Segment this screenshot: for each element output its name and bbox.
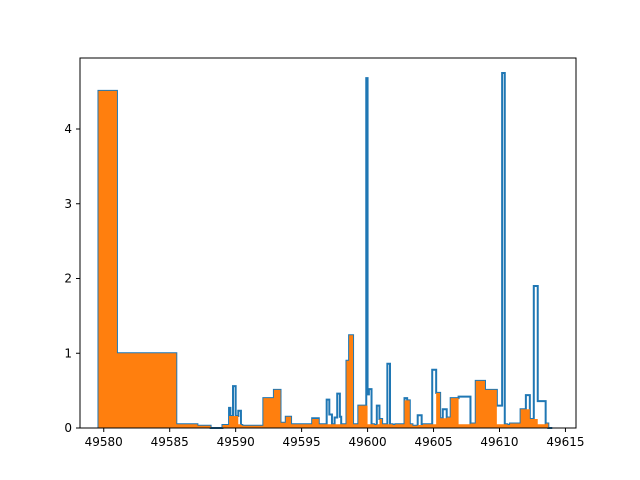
y-tick-label: 1: [64, 346, 72, 360]
x-tick-label: 49615: [546, 435, 584, 449]
y-tick-label: 4: [64, 122, 72, 136]
x-tick-label: 49605: [414, 435, 452, 449]
y-axis: 0 1 2 3 4: [64, 122, 80, 435]
x-axis: 49580 49585 49590 49595 49600 49605 49610 49615: [85, 428, 585, 449]
y-tick-label: 3: [64, 197, 72, 211]
axes-frame: [79, 57, 577, 429]
x-tick-label: 49610: [480, 435, 518, 449]
y-tick-label: 0: [64, 421, 72, 435]
x-tick-label: 49595: [283, 435, 321, 449]
x-tick-label: 49585: [151, 435, 189, 449]
x-tick-label: 49580: [85, 435, 123, 449]
x-tick-label: 49600: [348, 435, 386, 449]
series-layer: [97, 71, 553, 429]
plot-area: 49580 49585 49590 49595 49600 49605 49610 49615…: [64, 57, 585, 449]
y-tick-label: 2: [64, 272, 72, 286]
x-tick-label: 49590: [217, 435, 255, 449]
series-filled-step: [98, 90, 553, 428]
